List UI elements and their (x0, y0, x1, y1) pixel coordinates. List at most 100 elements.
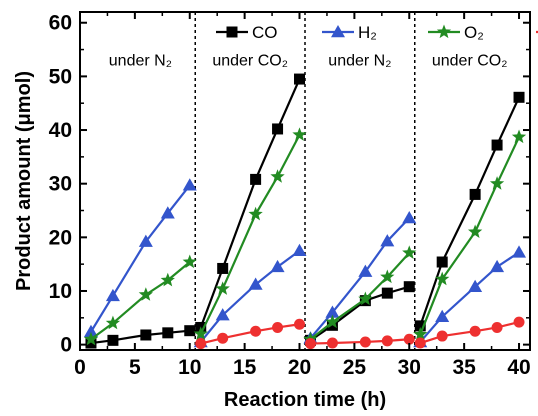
data-point (182, 254, 197, 269)
series-line-3-1 (310, 338, 410, 345)
series-line-0-2 (309, 285, 410, 342)
data-point (511, 129, 527, 144)
annotation-label: under CO₂ (212, 53, 288, 70)
data-point (513, 316, 525, 328)
x-tick-label: 30 (398, 356, 421, 379)
x-tick-label: 10 (178, 356, 201, 379)
data-point (294, 73, 306, 85)
series-line-1-2 (309, 217, 411, 339)
legend-marker (331, 25, 345, 38)
y-tick-label: 10 (49, 280, 72, 303)
series-line-2-3 (419, 136, 521, 335)
data-point (272, 123, 284, 135)
data-point (468, 279, 483, 292)
data-point (469, 188, 481, 200)
y-tick-label: 60 (49, 12, 72, 35)
annotations: under N₂ under CO₂ under N₂ under CO₂ (109, 53, 508, 70)
data-point (304, 338, 316, 350)
series-1 (83, 178, 527, 348)
data-point (414, 337, 426, 349)
data-point (160, 272, 175, 287)
data-point (436, 256, 448, 268)
data-point (325, 314, 340, 329)
data-point (248, 206, 263, 221)
data-point (217, 262, 229, 274)
legend-marker (226, 26, 238, 38)
x-tick-label: 0 (74, 356, 86, 379)
series-line-1-1 (199, 249, 301, 343)
x-tick-label: 20 (288, 356, 311, 379)
data-point (403, 281, 415, 293)
data-point (105, 315, 121, 330)
data-point (138, 234, 153, 247)
data-point (414, 320, 426, 332)
plot-frame (79, 11, 531, 351)
series-line-2-1 (199, 134, 301, 335)
data-point (403, 333, 415, 345)
x-tick-label: 25 (343, 356, 367, 379)
legend-label: O₂ (464, 23, 484, 42)
data-point (413, 326, 428, 341)
data-point (513, 91, 525, 103)
data-point (491, 139, 503, 151)
data-point (358, 291, 373, 306)
data-point (83, 324, 98, 338)
data-point (326, 319, 338, 331)
data-point (491, 321, 503, 333)
data-point (215, 281, 230, 295)
data-point (182, 178, 197, 191)
x-tick-label: 35 (452, 356, 476, 379)
data-point (160, 206, 175, 219)
data-point (380, 269, 395, 284)
y-tick-label: 40 (49, 119, 72, 142)
data-point (85, 337, 97, 349)
data-point (325, 305, 340, 318)
data-point (489, 176, 505, 190)
data-point (358, 264, 373, 277)
y-tick-label: 20 (49, 226, 72, 249)
data-point (490, 259, 505, 273)
data-point (469, 325, 481, 337)
data-point (402, 211, 417, 224)
data-point (107, 334, 119, 346)
data-point (250, 173, 262, 185)
data-point (292, 243, 307, 256)
data-point (138, 287, 153, 301)
data-point (105, 288, 120, 302)
data-point (467, 224, 483, 239)
axes: 0 5 10 15 20 25 30 35 40 0 10 20 30 40 50 60 Reaction ti… (13, 11, 531, 411)
data-point (193, 326, 208, 340)
annotation-label: under N₂ (328, 53, 391, 70)
data-point (380, 234, 395, 247)
data-point (162, 327, 174, 339)
data-point (359, 336, 371, 348)
legend-label: H₂ (358, 23, 377, 42)
data-point (381, 287, 393, 299)
data-point (270, 169, 285, 183)
data-point (436, 330, 448, 342)
data-point (83, 331, 99, 346)
series-line-2-0 (90, 261, 191, 341)
x-axis-title: Reaction time (h) (224, 389, 386, 411)
legend-label: CO (252, 23, 278, 42)
series-line-1-0 (90, 184, 191, 333)
x-tick-label: 40 (507, 356, 530, 379)
series-layer (83, 73, 527, 350)
separator-lines (194, 12, 416, 350)
data-point (292, 127, 307, 141)
data-point (217, 332, 229, 344)
data-point (326, 337, 338, 349)
data-point (381, 335, 393, 347)
series-2 (83, 127, 527, 346)
data-point (272, 321, 284, 333)
legend-marker (436, 24, 452, 39)
data-point (270, 259, 285, 273)
y-tick-label: 30 (49, 173, 72, 196)
x-tick-label: 15 (233, 356, 257, 379)
series-line-3-0 (200, 323, 300, 345)
legend: COH₂O₂CH₄ (216, 23, 538, 42)
data-point (294, 318, 306, 330)
annotation-label: under N₂ (109, 53, 172, 70)
data-point (435, 271, 450, 286)
